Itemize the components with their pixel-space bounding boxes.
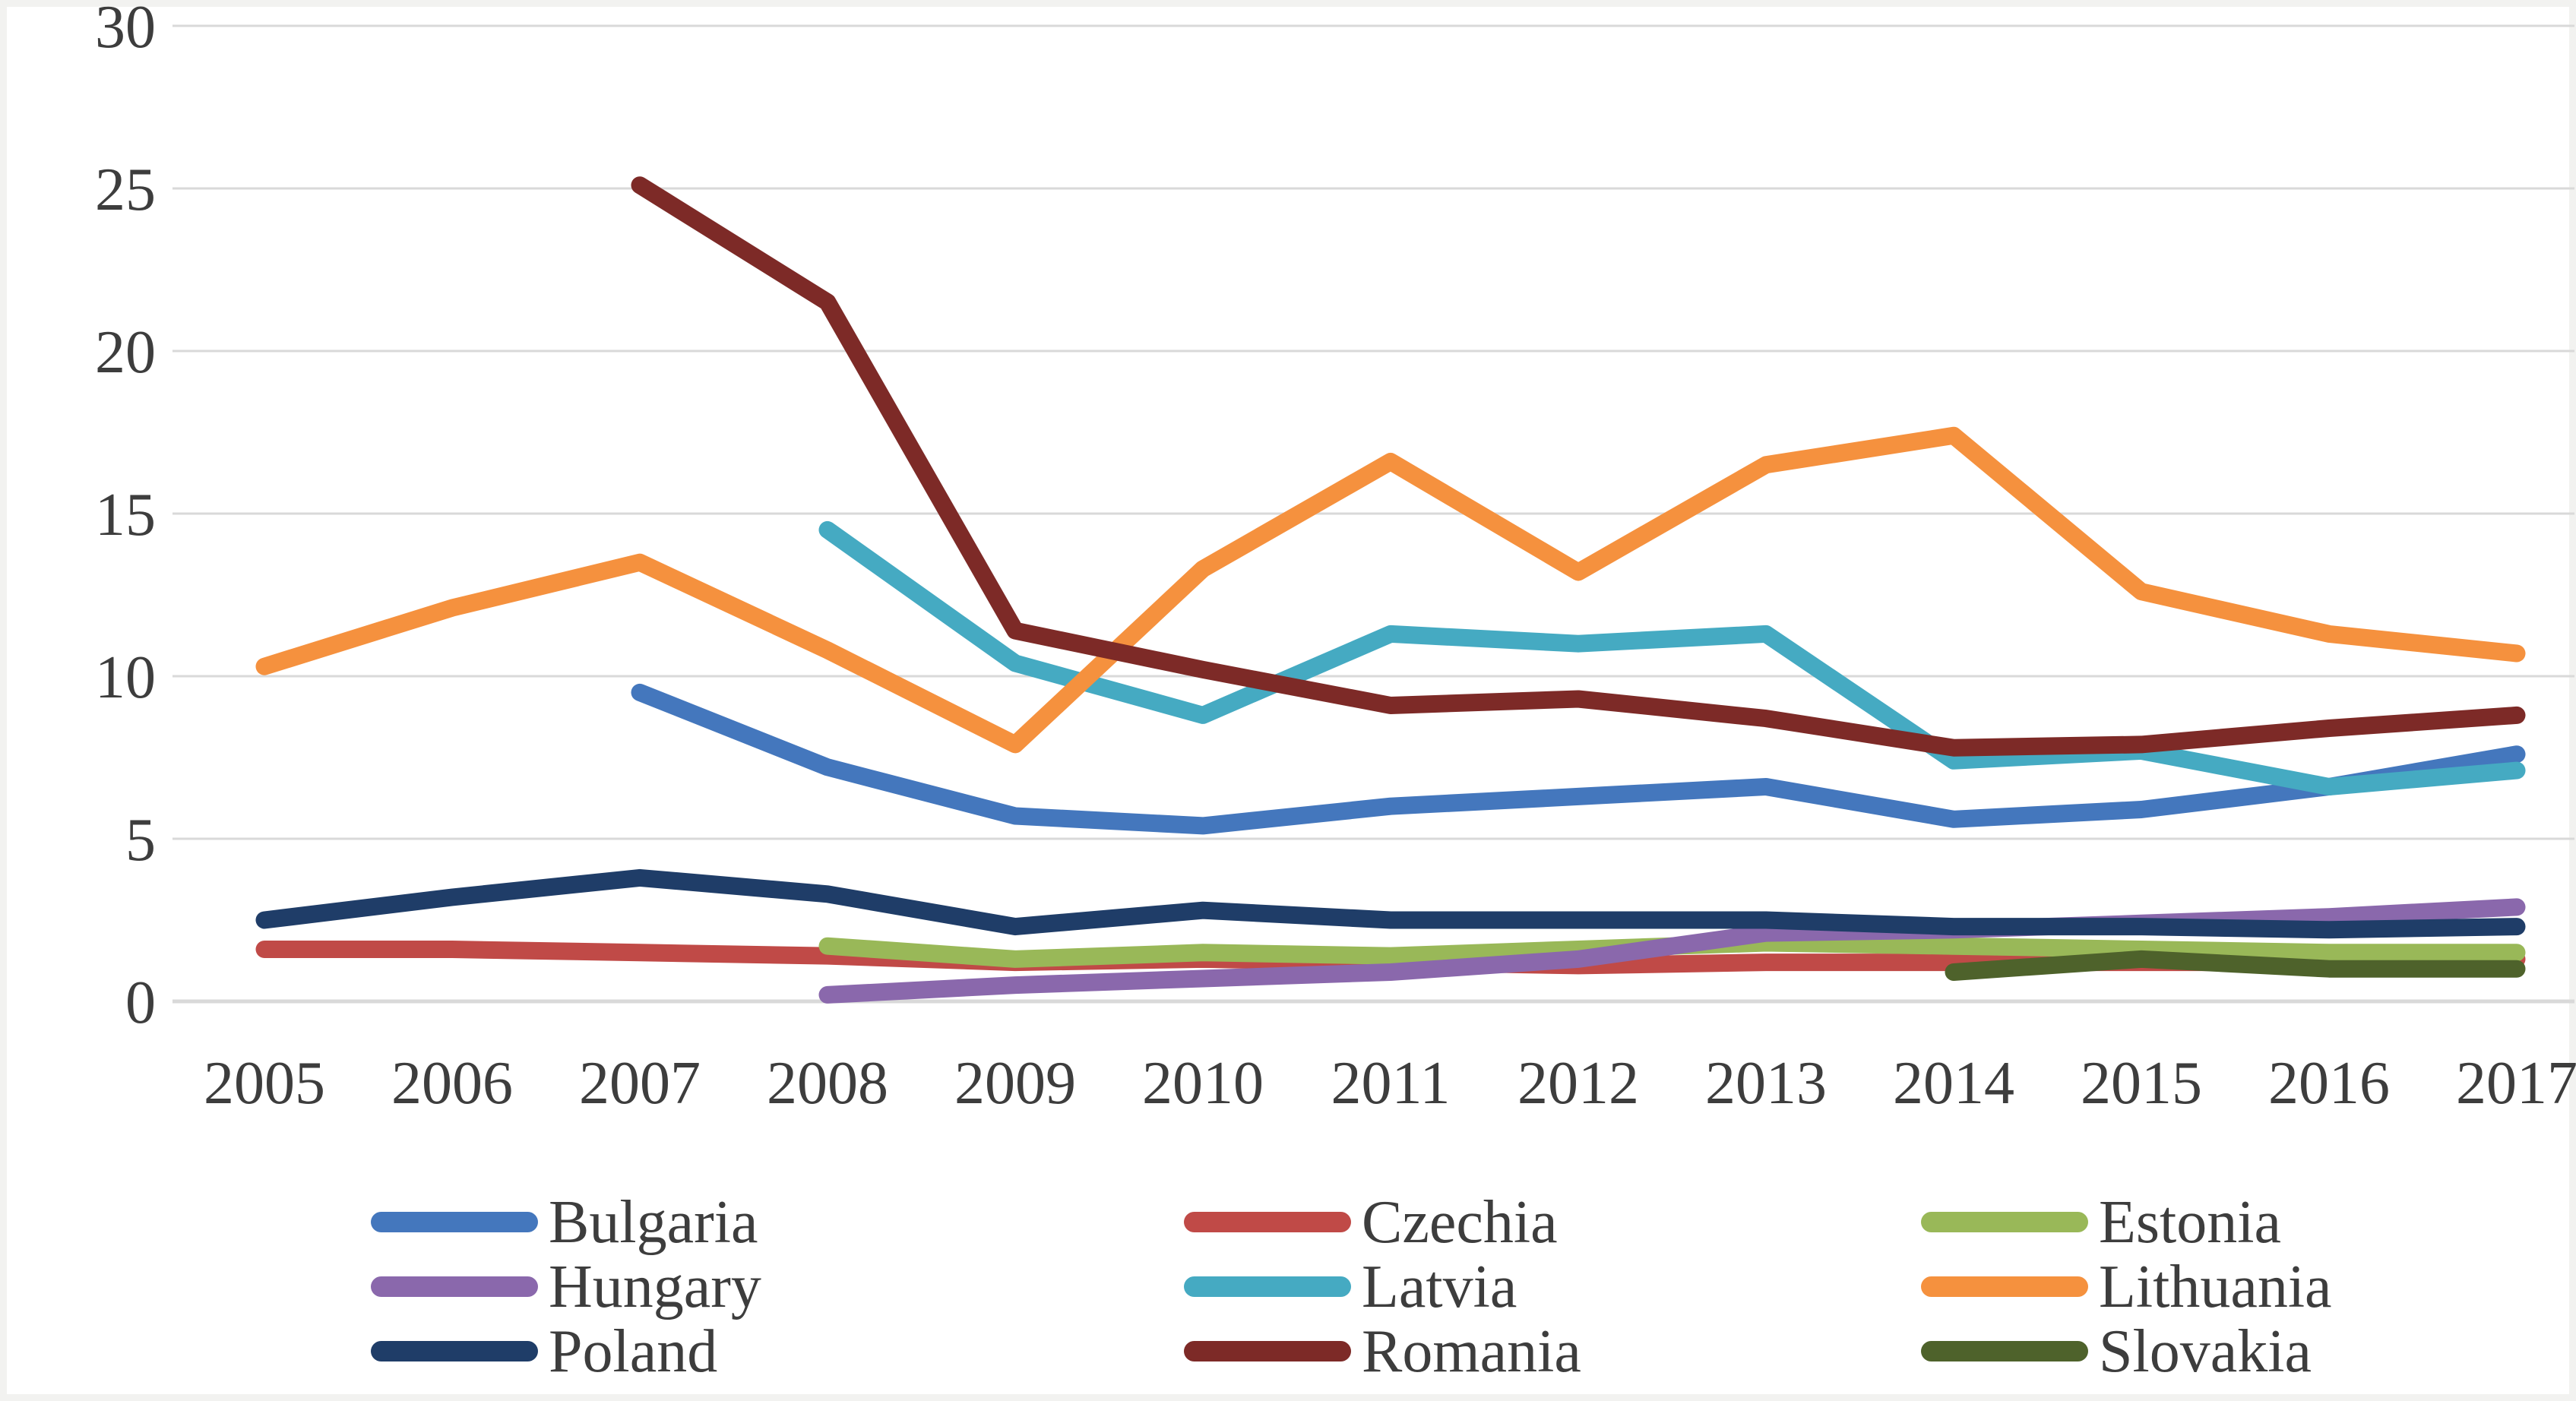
series-line-slovakia: [1945, 950, 2526, 981]
legend-swatch-czechia: [1184, 1212, 1351, 1232]
legend-label-romania: Romania: [1362, 1317, 1581, 1385]
x-tick-label-2016: 2016: [2268, 1050, 2390, 1117]
legend-label-lithuania: Lithuania: [2099, 1253, 2332, 1320]
legend-label-slovakia: Slovakia: [2099, 1317, 2312, 1385]
legend-swatch-slovakia: [1921, 1341, 2088, 1361]
legend-item-bulgaria: Bulgaria: [371, 1190, 1184, 1254]
x-tick-label-2014: 2014: [1893, 1050, 2014, 1117]
y-tick-label-25: 25: [95, 157, 156, 223]
legend-item-romania: Romania: [1184, 1319, 1921, 1384]
legend-item-latvia: Latvia: [1184, 1254, 1921, 1319]
legend-label-poland: Poland: [549, 1317, 718, 1385]
legend-label-czechia: Czechia: [1362, 1188, 1558, 1256]
series-line-latvia: [818, 520, 2526, 795]
legend-item-slovakia: Slovakia: [1921, 1319, 2576, 1384]
legend-item-lithuania: Lithuania: [1921, 1254, 2576, 1319]
series-line-bulgaria: [631, 683, 2526, 835]
legend-label-bulgaria: Bulgaria: [549, 1188, 758, 1256]
y-tick-label-15: 15: [95, 482, 156, 549]
legend-swatch-lithuania: [1921, 1276, 2088, 1297]
x-tick-label-2006: 2006: [391, 1050, 513, 1117]
x-tick-label-2017: 2017: [2456, 1050, 2576, 1117]
legend-label-latvia: Latvia: [1362, 1253, 1517, 1320]
legend-item-poland: Poland: [371, 1319, 1184, 1384]
y-tick-label-20: 20: [95, 319, 156, 386]
legend-item-estonia: Estonia: [1921, 1190, 2576, 1254]
legend-swatch-poland: [371, 1341, 538, 1361]
y-tick-label-10: 10: [95, 644, 156, 711]
y-tick-label-0: 0: [125, 969, 156, 1036]
legend-swatch-latvia: [1184, 1276, 1351, 1297]
legend-label-estonia: Estonia: [2099, 1188, 2281, 1256]
x-tick-label-2011: 2011: [1331, 1050, 1450, 1117]
x-tick-label-2005: 2005: [204, 1050, 325, 1117]
y-tick-label-5: 5: [125, 807, 156, 874]
legend-swatch-romania: [1184, 1341, 1351, 1361]
legend-label-hungary: Hungary: [549, 1253, 761, 1320]
series-line-romania: [631, 176, 2526, 757]
series-line-poland: [255, 868, 2526, 939]
x-tick-label-2008: 2008: [767, 1050, 888, 1117]
x-tick-label-2009: 2009: [954, 1050, 1076, 1117]
x-tick-label-2012: 2012: [1517, 1050, 1639, 1117]
legend-swatch-estonia: [1921, 1212, 2088, 1232]
y-tick-label-30: 30: [95, 0, 156, 61]
x-tick-label-2013: 2013: [1705, 1050, 1827, 1117]
series-line-lithuania: [255, 426, 2526, 754]
x-tick-label-2010: 2010: [1142, 1050, 1264, 1117]
gridlines: [172, 24, 2574, 1004]
series-lines: [255, 176, 2526, 1004]
x-tick-label-2015: 2015: [2081, 1050, 2202, 1117]
x-axis-tick-labels: 2005 2006 2007 2008 2009 2010 2011 2012 2013 2014…: [204, 1050, 2576, 1117]
y-axis-tick-labels: 0 5 10 15 20 25 30: [95, 0, 156, 1036]
chart-legend: Bulgaria Czechia Estonia Hungary Latvia Lithu…: [0, 1190, 2576, 1384]
legend-item-czechia: Czechia: [1184, 1190, 1921, 1254]
x-tick-label-2007: 2007: [579, 1050, 701, 1117]
legend-swatch-hungary: [371, 1276, 538, 1297]
legend-item-hungary: Hungary: [371, 1254, 1184, 1319]
legend-swatch-bulgaria: [371, 1212, 538, 1232]
